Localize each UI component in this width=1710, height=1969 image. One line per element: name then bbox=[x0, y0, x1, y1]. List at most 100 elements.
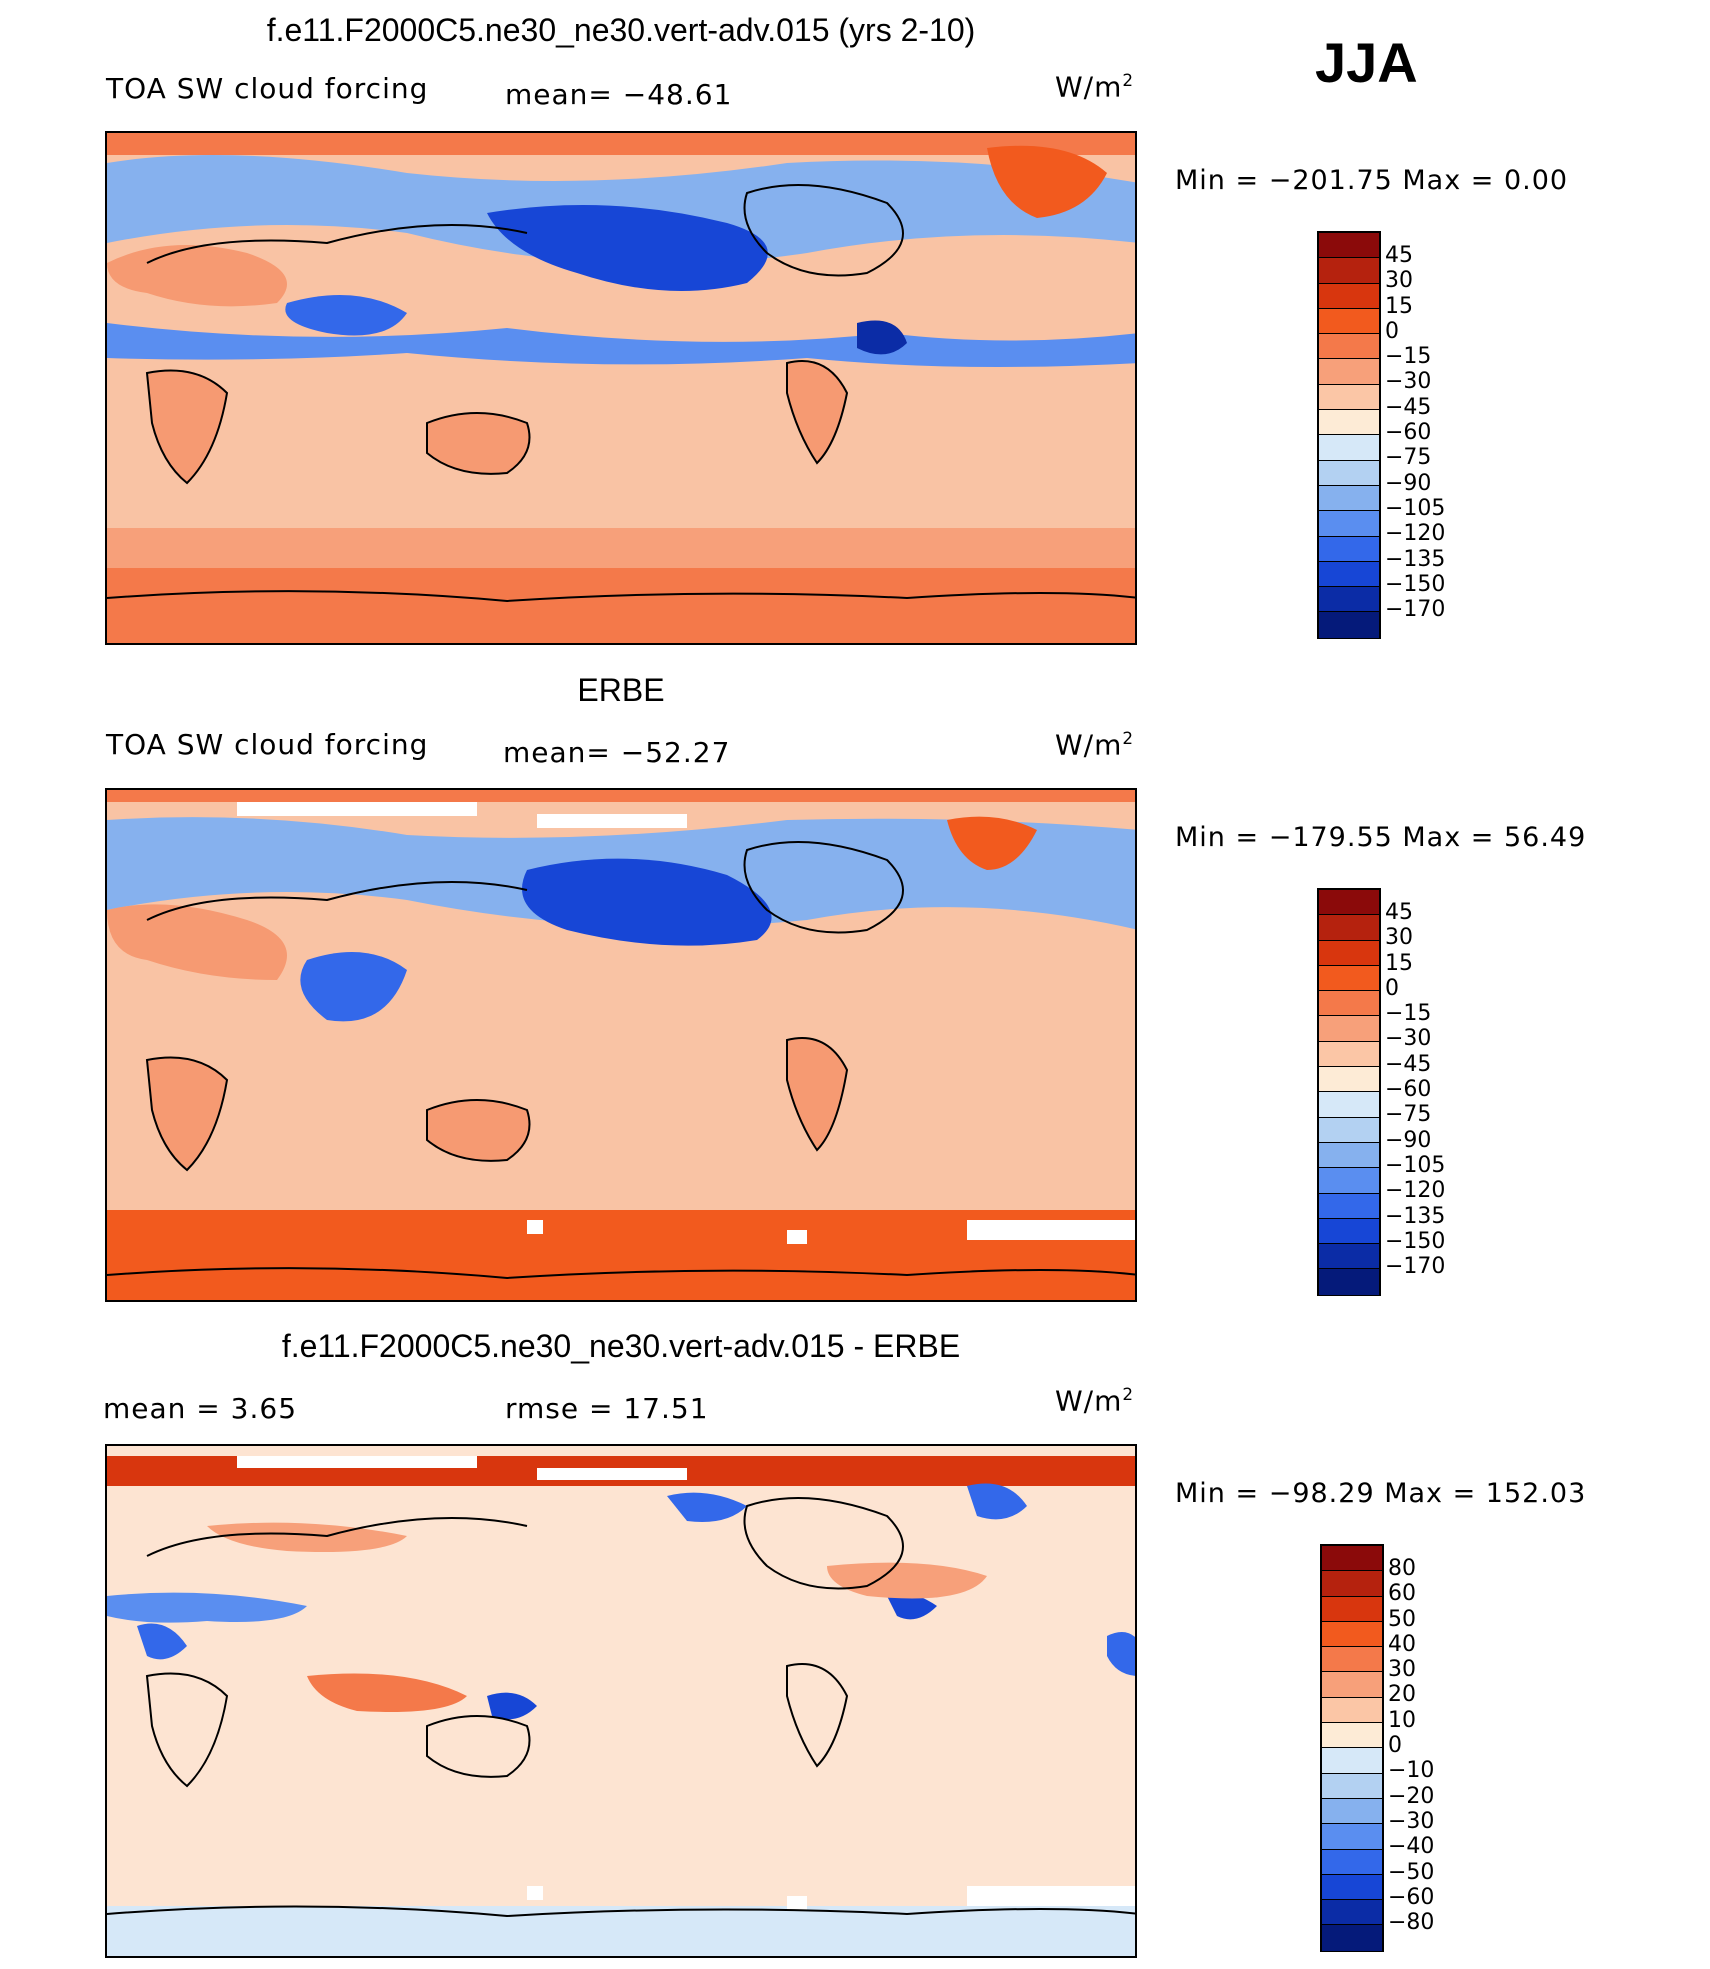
panel2-map-svg bbox=[107, 790, 1135, 1300]
colorbar-label: −30 bbox=[1388, 1808, 1435, 1834]
panel1-mean-label: mean= −48.61 bbox=[505, 78, 733, 111]
panel3-minmax: Min = −98.29 Max = 152.03 bbox=[1175, 1478, 1587, 1509]
colorbar-segment bbox=[1322, 1723, 1382, 1749]
colorbar-label: −30 bbox=[1385, 1026, 1432, 1052]
panel2-colorbar-labels: 45 30 15 0 −15 −30 −45 −60 −75 −90 −105 −120 −135 −15… bbox=[1385, 900, 1445, 1279]
colorbar-segment bbox=[1322, 1647, 1382, 1673]
colorbar-label: −40 bbox=[1388, 1834, 1435, 1860]
colorbar-label: −90 bbox=[1385, 1127, 1432, 1153]
colorbar-segment bbox=[1319, 258, 1379, 284]
colorbar-label: 80 bbox=[1388, 1556, 1416, 1581]
colorbar-label: 10 bbox=[1388, 1707, 1416, 1733]
colorbar-segment bbox=[1319, 384, 1379, 411]
panel1-map bbox=[105, 131, 1137, 645]
colorbar-segment bbox=[1319, 233, 1379, 259]
colorbar-segment bbox=[1322, 1748, 1382, 1774]
colorbar-label: −105 bbox=[1385, 495, 1446, 521]
colorbar-segment bbox=[1319, 991, 1379, 1017]
colorbar-label: −170 bbox=[1385, 1254, 1446, 1280]
colorbar-label: −170 bbox=[1385, 597, 1446, 623]
colorbar-label: −90 bbox=[1385, 470, 1432, 496]
colorbar-segment bbox=[1319, 460, 1379, 486]
colorbar-segment bbox=[1319, 1016, 1379, 1042]
colorbar-label: −20 bbox=[1388, 1783, 1435, 1809]
colorbar-segment bbox=[1319, 1218, 1379, 1245]
colorbar-label: 0 bbox=[1385, 318, 1399, 344]
colorbar-label: 15 bbox=[1385, 293, 1413, 319]
colorbar-label: 30 bbox=[1388, 1657, 1416, 1683]
colorbar-segment bbox=[1319, 612, 1379, 638]
colorbar-label: 40 bbox=[1388, 1631, 1416, 1657]
colorbar-segment bbox=[1319, 940, 1379, 966]
panel2-minmax: Min = −179.55 Max = 56.49 bbox=[1175, 822, 1587, 853]
colorbar-segment bbox=[1319, 965, 1379, 992]
panel1-colorbar bbox=[1317, 231, 1381, 639]
colorbar-segment bbox=[1322, 1697, 1382, 1724]
colorbar-label: −30 bbox=[1385, 369, 1432, 395]
panel3-units-label: W/m2 bbox=[1055, 1384, 1135, 1418]
colorbar-label: 50 bbox=[1388, 1606, 1416, 1632]
panel1-units-label: W/m2 bbox=[1055, 70, 1135, 104]
colorbar-label: −10 bbox=[1388, 1758, 1435, 1784]
panel3-map-svg bbox=[107, 1446, 1135, 1956]
colorbar-segment bbox=[1319, 283, 1379, 309]
panel3-colorbar bbox=[1320, 1544, 1384, 1952]
colorbar-segment bbox=[1319, 511, 1379, 537]
colorbar-label: −120 bbox=[1385, 521, 1446, 547]
panel1-map-svg bbox=[107, 133, 1135, 643]
colorbar-segment bbox=[1322, 1798, 1382, 1825]
colorbar-label: −15 bbox=[1385, 344, 1432, 370]
panel3-rmse-label: rmse = 17.51 bbox=[505, 1392, 709, 1425]
panel1-minmax: Min = −201.75 Max = 0.00 bbox=[1175, 165, 1569, 196]
colorbar-label: −150 bbox=[1385, 571, 1446, 597]
colorbar-label: −150 bbox=[1385, 1228, 1446, 1254]
panel2-map bbox=[105, 788, 1137, 1302]
colorbar-segment bbox=[1322, 1621, 1382, 1648]
colorbar-label: −45 bbox=[1385, 394, 1432, 420]
colorbar-segment bbox=[1322, 1824, 1382, 1850]
panel2-title: ERBE bbox=[577, 672, 665, 708]
season-label: JJA bbox=[1315, 31, 1418, 94]
colorbar-segment bbox=[1319, 1193, 1379, 1219]
colorbar-label: 0 bbox=[1388, 1733, 1402, 1759]
colorbar-label: 30 bbox=[1385, 268, 1413, 294]
colorbar-label: −60 bbox=[1385, 420, 1432, 446]
colorbar-segment bbox=[1319, 334, 1379, 360]
colorbar-label: 60 bbox=[1388, 1581, 1416, 1607]
colorbar-label: −120 bbox=[1385, 1178, 1446, 1204]
colorbar-label: 15 bbox=[1385, 950, 1413, 976]
panel1-title: f.e11.F2000C5.ne30_ne30.vert-adv.015 (yr… bbox=[266, 12, 976, 48]
panel2-mean-label: mean= −52.27 bbox=[503, 736, 731, 769]
panel1-variable-label: TOA SW cloud forcing bbox=[106, 72, 429, 105]
colorbar-segment bbox=[1319, 1244, 1379, 1270]
panel3-colorbar-labels: 80 60 50 40 30 20 10 0 −10 −20 −30 −40 −50 −60 −80 bbox=[1388, 1556, 1434, 1935]
colorbar-label: 0 bbox=[1385, 975, 1399, 1001]
colorbar-label: −75 bbox=[1385, 445, 1432, 471]
colorbar-segment bbox=[1322, 1546, 1382, 1572]
panel2-variable-label: TOA SW cloud forcing bbox=[106, 728, 429, 761]
colorbar-segment bbox=[1319, 915, 1379, 941]
colorbar-segment bbox=[1319, 1269, 1379, 1295]
colorbar-segment bbox=[1319, 1041, 1379, 1068]
colorbar-segment bbox=[1322, 1596, 1382, 1622]
colorbar-label: −50 bbox=[1388, 1859, 1435, 1885]
colorbar-segment bbox=[1319, 536, 1379, 562]
colorbar-segment bbox=[1319, 1117, 1379, 1143]
colorbar-segment bbox=[1322, 1849, 1382, 1875]
panel3-title: f.e11.F2000C5.ne30_ne30.vert-adv.015 - E… bbox=[281, 1328, 961, 1364]
colorbar-label: −80 bbox=[1388, 1910, 1435, 1936]
colorbar-segment bbox=[1322, 1874, 1382, 1901]
colorbar-label: −75 bbox=[1385, 1102, 1432, 1128]
colorbar-label: −15 bbox=[1385, 1001, 1432, 1027]
colorbar-segment bbox=[1322, 1773, 1382, 1799]
colorbar-segment bbox=[1322, 1900, 1382, 1926]
colorbar-segment bbox=[1319, 1092, 1379, 1118]
colorbar-segment bbox=[1319, 1142, 1379, 1169]
colorbar-segment bbox=[1319, 890, 1379, 916]
colorbar-segment bbox=[1319, 587, 1379, 613]
colorbar-label: −45 bbox=[1385, 1051, 1432, 1077]
panel1-colorbar-labels: 45 30 15 0 −15 −30 −45 −60 −75 −90 −105 −120 −135 −15… bbox=[1385, 243, 1445, 622]
colorbar-segment bbox=[1319, 308, 1379, 335]
colorbar-segment bbox=[1319, 561, 1379, 588]
colorbar-label: 45 bbox=[1385, 243, 1413, 268]
